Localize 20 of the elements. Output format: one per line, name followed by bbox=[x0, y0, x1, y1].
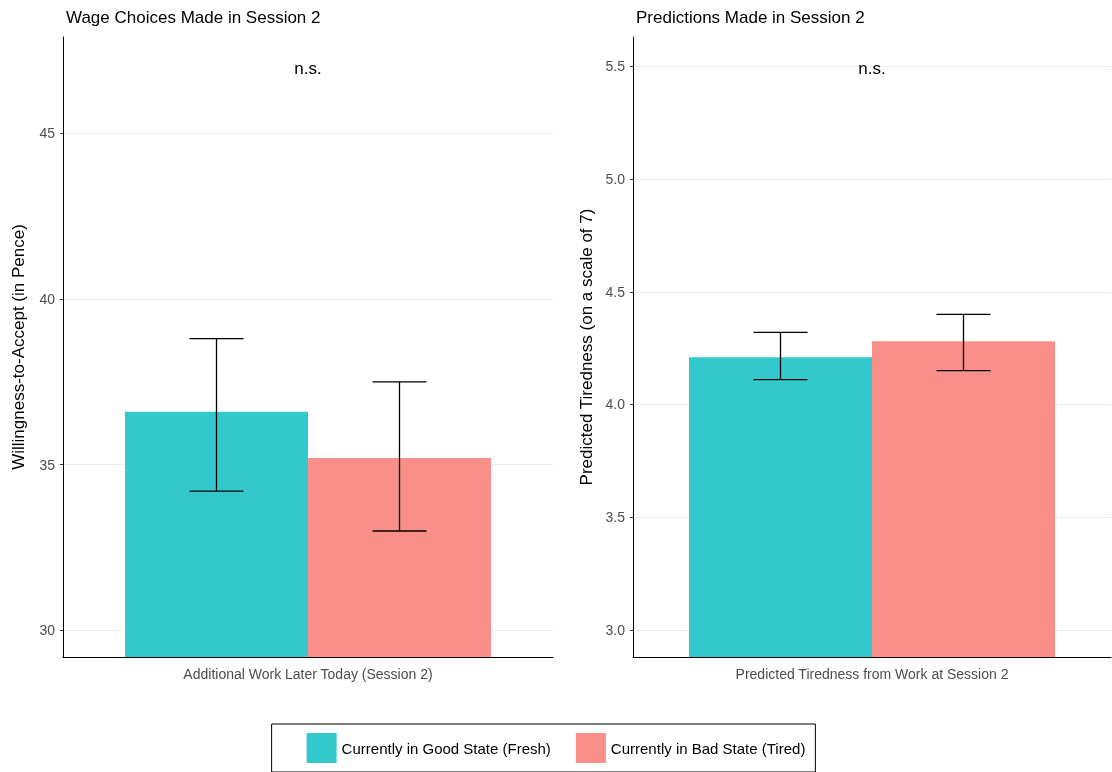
y-axis-title: Willingness-to-Accept (in Pence) bbox=[9, 224, 28, 470]
y-tick-label: 5.5 bbox=[605, 58, 626, 75]
y-tick-label: 5.0 bbox=[605, 171, 626, 188]
annotation: n.s. bbox=[294, 58, 322, 78]
chart-title: Wage Choices Made in Session 2 bbox=[66, 8, 321, 27]
x-tick-label: Additional Work Later Today (Session 2) bbox=[183, 666, 433, 682]
y-tick-label: 4.5 bbox=[605, 283, 626, 300]
y-tick-label: 3.5 bbox=[605, 509, 626, 526]
y-tick-label: 4.0 bbox=[605, 396, 626, 413]
y-tick-label: 40 bbox=[39, 290, 56, 307]
y-tick-label: 3.0 bbox=[605, 621, 626, 638]
x-tick-label: Predicted Tiredness from Work at Session 2 bbox=[735, 666, 1009, 682]
y-tick-label: 35 bbox=[39, 456, 56, 473]
annotation: n.s. bbox=[858, 58, 886, 78]
chart-title: Predictions Made in Session 2 bbox=[636, 8, 865, 27]
legend-label: Currently in Good State (Fresh) bbox=[341, 739, 551, 757]
y-tick-label: 30 bbox=[39, 622, 56, 639]
y-tick-label: 45 bbox=[39, 125, 56, 142]
legend-label: Currently in Bad State (Tired) bbox=[610, 739, 806, 757]
y-axis-title: Predicted Tiredness (on a scale of 7) bbox=[576, 208, 596, 486]
